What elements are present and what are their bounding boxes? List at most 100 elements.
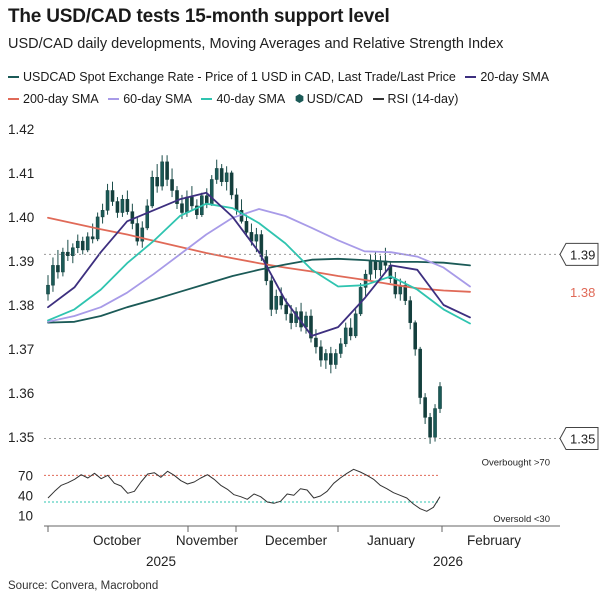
candle-body	[393, 278, 398, 295]
candle-body	[254, 234, 259, 242]
y-tick-label: 1.42	[8, 122, 34, 137]
x-tick-label: November	[176, 533, 239, 548]
candle-body	[115, 201, 120, 213]
rsi-reference-label: Oversold <30	[493, 514, 550, 525]
candle-body	[165, 161, 169, 180]
rsi-y-tick-label: 10	[18, 508, 33, 523]
candle-body	[353, 313, 358, 337]
candle-body	[80, 240, 85, 251]
legend-swatch-sma20	[465, 75, 477, 78]
candle-body	[145, 205, 150, 229]
candle-body	[274, 295, 279, 310]
x-tick-label: January	[367, 533, 415, 548]
legend-item-candle: USD/CAD	[295, 88, 363, 110]
candle-body	[56, 265, 60, 273]
x-year-label: 2026	[433, 554, 463, 569]
y-tick-label: 1.35	[8, 430, 34, 445]
x-year-label: 2025	[146, 554, 176, 569]
candle-body	[289, 313, 293, 323]
candle-body	[75, 240, 80, 249]
candle-body	[378, 260, 383, 271]
candle-body	[319, 346, 323, 361]
legend-swatch-sma60	[108, 97, 120, 100]
legend-label-sma200: 200-day SMA	[23, 92, 99, 106]
candle-body	[338, 343, 343, 354]
candle-body	[413, 322, 417, 350]
legend-item-sma40: 40-day SMA	[201, 88, 285, 110]
candle-body	[368, 260, 373, 275]
candle-body	[403, 284, 408, 301]
candle-body	[284, 304, 288, 315]
candle-body	[120, 199, 125, 213]
candle-body	[244, 221, 249, 233]
candle-body	[110, 190, 115, 202]
y-tick-label: 1.37	[8, 342, 34, 357]
candle-body	[408, 300, 413, 323]
candle-body	[170, 179, 174, 191]
candle-body	[150, 177, 154, 207]
legend-label-rsi: RSI (14-day)	[387, 92, 459, 106]
candle-body	[190, 196, 194, 207]
candle-body	[219, 168, 224, 182]
candle-body	[105, 190, 110, 211]
candle-body	[224, 172, 229, 182]
rsi-y-tick-label: 40	[18, 488, 33, 503]
value-label: 1.38	[570, 285, 595, 300]
candle-body	[428, 417, 432, 438]
chart-title: The USD/CAD tests 15-month support level	[8, 6, 390, 27]
candle-body	[314, 337, 318, 348]
candle-body	[46, 284, 50, 295]
legend-swatch-rsi	[372, 97, 384, 100]
legend-item-rsi: RSI (14-day)	[372, 88, 459, 110]
candle-body	[90, 236, 95, 240]
candle-body	[71, 247, 75, 256]
legend-label-spot: USDCAD Spot Exchange Rate - Price of 1 U…	[23, 70, 456, 84]
candle-body	[214, 168, 219, 180]
y-tick-label: 1.39	[8, 254, 34, 269]
legend-label-sma20: 20-day SMA	[480, 70, 550, 84]
candle-body	[125, 199, 130, 212]
candle-body	[423, 397, 427, 418]
series-line	[47, 208, 471, 323]
candle-body	[51, 265, 55, 286]
legend-item-sma20: 20-day SMA	[465, 66, 549, 88]
candle-body	[66, 251, 70, 256]
series-line	[47, 191, 471, 337]
legend-item-sma60: 60-day SMA	[108, 88, 192, 110]
y-tick-label: 1.38	[8, 298, 34, 313]
chart-subtitle: USD/CAD daily developments, Moving Avera…	[8, 36, 504, 52]
candle-body	[229, 172, 234, 196]
candle-body	[100, 210, 105, 218]
candle-body	[185, 196, 189, 213]
candle-body	[343, 327, 348, 345]
y-tick-label: 1.41	[8, 166, 34, 181]
candle-body	[309, 315, 313, 339]
candle-body	[334, 353, 338, 365]
x-tick-label: October	[93, 533, 142, 548]
candle-body	[438, 386, 442, 409]
rsi-line	[47, 468, 441, 512]
candle-body	[234, 194, 239, 211]
candle-body	[160, 161, 164, 187]
y-tick-label: 1.36	[8, 386, 34, 401]
rsi-reference-label: Overbought >70	[482, 457, 550, 468]
legend-label-sma40: 40-day SMA	[216, 92, 286, 106]
value-label-box	[559, 427, 599, 451]
candle-body	[418, 348, 422, 398]
y-tick-label: 1.40	[8, 210, 34, 225]
candle-icon	[295, 94, 304, 104]
candle-body	[269, 280, 274, 310]
series-line	[47, 202, 471, 325]
value-label: 1.39	[570, 247, 595, 262]
source-note: Source: Convera, Macrobond	[8, 580, 159, 592]
candle-body	[135, 223, 140, 242]
candle-body	[204, 195, 209, 204]
legend-item-spot: USDCAD Spot Exchange Rate - Price of 1 U…	[8, 66, 456, 88]
series-line	[47, 257, 471, 324]
candle-body	[155, 177, 159, 187]
candle-body	[324, 353, 328, 361]
x-tick-label: February	[467, 533, 521, 548]
candle-body	[140, 227, 145, 242]
legend-swatch-sma40	[201, 97, 213, 100]
legend-swatch-spot	[8, 75, 19, 78]
